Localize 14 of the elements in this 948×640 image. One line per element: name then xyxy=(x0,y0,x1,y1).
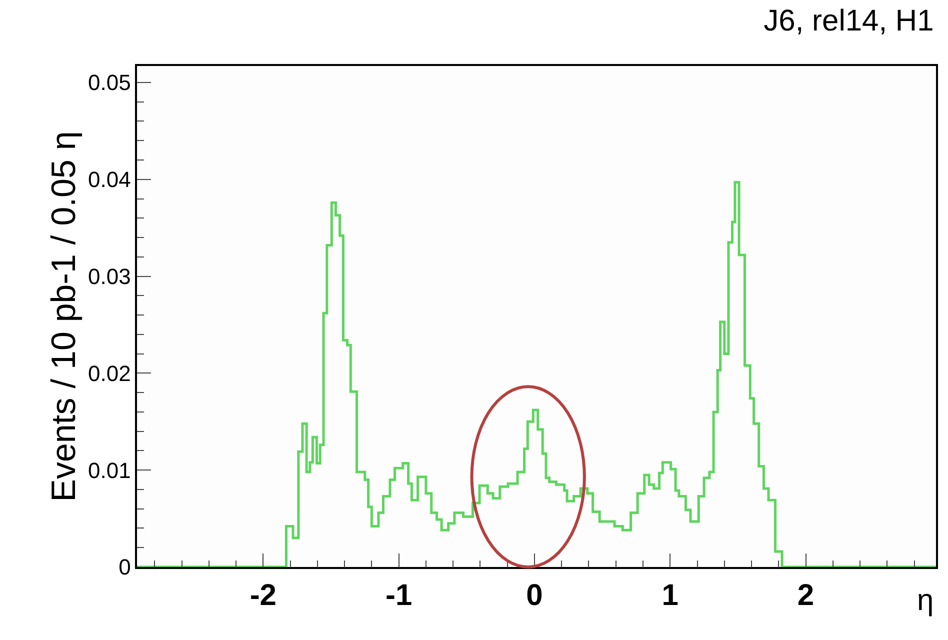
x-axis-title: η xyxy=(917,584,934,617)
x-tick-label: -1 xyxy=(385,578,412,612)
y-tick-label: 0.03 xyxy=(88,264,131,289)
y-tick-label: 0.01 xyxy=(88,458,131,483)
y-tick-label: 0.04 xyxy=(88,167,131,192)
x-tick-label: 2 xyxy=(797,578,814,612)
x-tick-label: -2 xyxy=(250,578,277,612)
chart-title: J6, rel14, H1 xyxy=(764,4,934,38)
x-tick-label: 0 xyxy=(526,578,543,612)
x-tick-label: 1 xyxy=(662,578,678,612)
y-tick-label: 0 xyxy=(118,554,131,580)
y-tick-label: 0.02 xyxy=(88,360,131,386)
y-tick-label: 0.05 xyxy=(88,70,131,96)
y-axis-title: Events / 10 pb-1 / 0.05 η xyxy=(45,131,84,502)
